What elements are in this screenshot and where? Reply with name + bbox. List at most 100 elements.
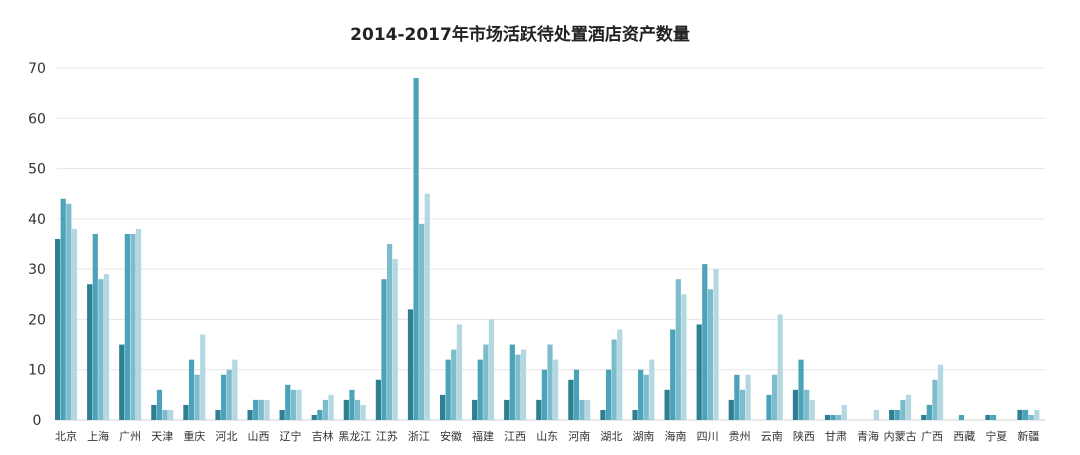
bar bbox=[766, 394, 772, 420]
bar bbox=[285, 384, 291, 420]
bar bbox=[311, 414, 317, 420]
bar bbox=[354, 399, 361, 420]
bar bbox=[387, 244, 393, 420]
bar bbox=[573, 369, 580, 420]
x-category-label: 上海 bbox=[87, 429, 109, 443]
bar bbox=[477, 359, 483, 420]
bar bbox=[162, 409, 168, 420]
bar bbox=[739, 389, 746, 420]
x-category-label: 浙江 bbox=[408, 430, 430, 443]
bar bbox=[702, 264, 708, 420]
y-tick-label: 20 bbox=[28, 312, 46, 328]
x-category-label: 重庆 bbox=[183, 429, 205, 443]
bar bbox=[921, 414, 927, 420]
bar bbox=[322, 399, 329, 420]
bar bbox=[889, 409, 895, 420]
bar bbox=[707, 289, 713, 420]
bar bbox=[279, 409, 285, 420]
bar bbox=[664, 389, 670, 420]
x-category-label: 黑龙江 bbox=[338, 430, 371, 443]
bar bbox=[226, 369, 232, 420]
bar bbox=[632, 409, 638, 420]
bar bbox=[568, 379, 574, 420]
x-category-label: 江西 bbox=[504, 430, 526, 443]
x-category-label: 山西 bbox=[247, 430, 269, 443]
bar bbox=[71, 228, 77, 420]
bar bbox=[488, 319, 495, 420]
bar bbox=[200, 334, 206, 420]
x-category-label: 山东 bbox=[536, 430, 558, 443]
bar bbox=[194, 374, 200, 420]
bar bbox=[985, 414, 991, 420]
bar bbox=[804, 389, 810, 420]
bar bbox=[696, 324, 702, 420]
bar bbox=[98, 279, 104, 420]
bar bbox=[681, 294, 687, 420]
bar bbox=[990, 414, 997, 420]
x-category-label: 安徽 bbox=[440, 429, 462, 443]
x-category-label: 河北 bbox=[215, 430, 237, 443]
x-category-label: 辽宁 bbox=[280, 429, 302, 443]
bar bbox=[553, 359, 559, 420]
bar bbox=[407, 309, 414, 420]
bar bbox=[771, 374, 778, 420]
x-category-label: 海南 bbox=[665, 429, 687, 443]
y-tick-label: 10 bbox=[28, 363, 46, 379]
bar bbox=[296, 389, 302, 420]
x-category-label: 陕西 bbox=[793, 429, 815, 443]
bar bbox=[188, 359, 195, 420]
bar bbox=[168, 409, 174, 420]
bar bbox=[894, 409, 900, 420]
bar bbox=[1034, 409, 1040, 420]
bar bbox=[483, 344, 489, 420]
bar bbox=[343, 399, 349, 420]
bar bbox=[932, 379, 938, 420]
bar bbox=[290, 389, 296, 420]
bar bbox=[375, 379, 381, 420]
bar bbox=[504, 399, 510, 420]
bar bbox=[456, 324, 462, 420]
bar bbox=[547, 344, 553, 420]
bar bbox=[328, 394, 334, 420]
x-category-label: 天津 bbox=[151, 430, 173, 443]
bar bbox=[836, 414, 842, 420]
bar bbox=[264, 399, 270, 420]
bar bbox=[381, 279, 387, 420]
bar bbox=[958, 414, 965, 420]
x-category-label: 内蒙古 bbox=[884, 429, 917, 443]
x-category-label: 广西 bbox=[921, 430, 943, 443]
bar bbox=[60, 198, 66, 420]
x-category-label: 广州 bbox=[119, 430, 141, 443]
bar bbox=[424, 193, 430, 420]
y-tick-label: 40 bbox=[28, 212, 46, 228]
bar bbox=[183, 404, 189, 420]
bar bbox=[439, 394, 446, 420]
bar bbox=[649, 359, 655, 420]
x-category-label: 甘肃 bbox=[825, 430, 847, 443]
bar bbox=[937, 364, 944, 420]
bar bbox=[87, 284, 93, 420]
x-category-label: 吉林 bbox=[312, 429, 334, 443]
bar bbox=[600, 409, 606, 420]
bar bbox=[413, 78, 419, 420]
bar bbox=[1023, 409, 1029, 420]
bar bbox=[745, 374, 751, 420]
bar bbox=[360, 404, 366, 420]
x-category-label: 四川 bbox=[697, 430, 719, 443]
x-category-label: 云南 bbox=[761, 430, 783, 443]
bar bbox=[258, 399, 264, 420]
bar bbox=[585, 399, 591, 420]
x-category-label: 青海 bbox=[857, 429, 879, 443]
y-tick-label: 0 bbox=[33, 413, 42, 429]
bar bbox=[103, 274, 110, 420]
bar bbox=[445, 359, 451, 420]
y-tick-label: 50 bbox=[28, 162, 46, 178]
chart-title: 2014-2017年市场活跃待处置酒店资产数量 bbox=[350, 25, 690, 45]
bar bbox=[92, 233, 98, 420]
bar bbox=[66, 203, 72, 420]
bar bbox=[841, 404, 847, 420]
bar bbox=[541, 369, 547, 420]
bar bbox=[55, 238, 61, 420]
x-category-label: 贵州 bbox=[729, 430, 751, 443]
